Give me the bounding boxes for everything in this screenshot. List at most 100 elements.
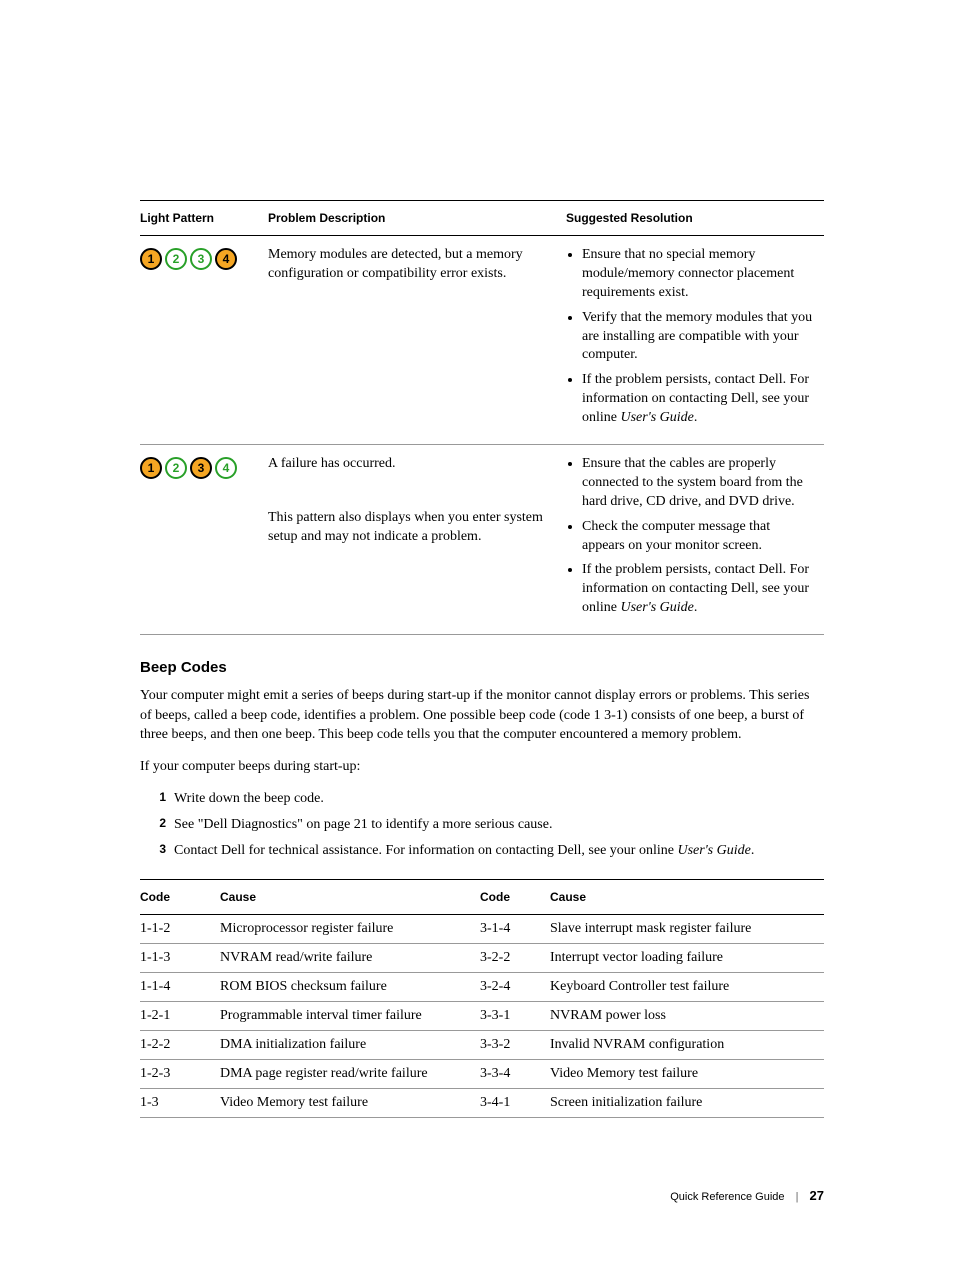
diagnostic-light-icon: 4: [215, 457, 237, 479]
beep-cause-right: Video Memory test failure: [550, 1060, 824, 1089]
step-number: 3: [140, 841, 174, 861]
resolution-text: Verify that the memory modules that you …: [582, 310, 812, 363]
beep-cause-right: Interrupt vector loading failure: [550, 944, 824, 973]
diagnostic-light-icon: 2: [165, 248, 187, 270]
beep-lead-in: If your computer beeps during start-up:: [140, 757, 824, 777]
col-header-resolution: Suggested Resolution: [566, 201, 824, 236]
beep-code-left: 1-3: [140, 1089, 220, 1118]
step-1: 1 Write down the beep code.: [140, 789, 824, 809]
beep-table-header-row: Code Cause Code Cause: [140, 880, 824, 915]
step-3-tail: .: [751, 843, 755, 858]
users-guide-italic: User's Guide: [621, 410, 694, 425]
resolution-item: Check the computer message that appears …: [582, 518, 816, 556]
resolution-cell: Ensure that no special memory module/mem…: [566, 236, 824, 445]
beep-row: 1-1-4ROM BIOS checksum failure3-2-4Keybo…: [140, 973, 824, 1002]
beep-cause-left: Programmable interval timer failure: [220, 1002, 480, 1031]
diagnostic-light-icon: 1: [140, 457, 162, 479]
beep-code-right: 3-2-4: [480, 973, 550, 1002]
diag-row: 1234 A failure has occurred. This pattern…: [140, 445, 824, 635]
beep-code-right: 3-2-2: [480, 944, 550, 973]
resolution-tail: .: [694, 410, 698, 425]
beep-row: 1-3Video Memory test failure3-4-1Screen …: [140, 1089, 824, 1118]
step-3: 3 Contact Dell for technical assistance.…: [140, 841, 824, 861]
resolution-text: Ensure that no special memory module/mem…: [582, 247, 794, 300]
beep-cause-left: Video Memory test failure: [220, 1089, 480, 1118]
col-header-pattern: Light Pattern: [140, 201, 268, 236]
beep-code-right: 3-3-1: [480, 1002, 550, 1031]
beep-cause-right: NVRAM power loss: [550, 1002, 824, 1031]
beep-code-left: 1-2-3: [140, 1060, 220, 1089]
beep-th-cause-left: Cause: [220, 880, 480, 915]
problem-text: Memory modules are detected, but a memor…: [268, 246, 558, 284]
step-text: See "Dell Diagnostics" on page 21 to ide…: [174, 815, 824, 835]
resolution-item: Ensure that no special memory module/mem…: [582, 246, 816, 303]
footer-title: Quick Reference Guide: [670, 1191, 784, 1203]
beep-code-right: 3-4-1: [480, 1089, 550, 1118]
resolution-text: Check the computer message that appears …: [582, 519, 770, 553]
step-2: 2 See "Dell Diagnostics" on page 21 to i…: [140, 815, 824, 835]
light-pattern-cell: 1234: [140, 236, 268, 445]
beep-cause-right: Screen initialization failure: [550, 1089, 824, 1118]
beep-code-left: 1-2-2: [140, 1031, 220, 1060]
beep-row: 1-2-1Programmable interval timer failure…: [140, 1002, 824, 1031]
resolution-tail: .: [694, 600, 698, 615]
beep-code-left: 1-1-3: [140, 944, 220, 973]
step-number: 2: [140, 815, 174, 835]
diagnostic-light-icon: 1: [140, 248, 162, 270]
beep-steps-list: 1 Write down the beep code. 2 See "Dell …: [140, 789, 824, 862]
beep-code-left: 1-2-1: [140, 1002, 220, 1031]
beep-cause-left: ROM BIOS checksum failure: [220, 973, 480, 1002]
beep-code-right: 3-3-4: [480, 1060, 550, 1089]
problem-cell: Memory modules are detected, but a memor…: [268, 236, 566, 445]
step-text: Contact Dell for technical assistance. F…: [174, 841, 824, 861]
page-footer: Quick Reference Guide | 27: [140, 1188, 824, 1203]
resolution-list: Ensure that the cables are properly conn…: [566, 455, 816, 618]
problem-text: [268, 484, 558, 503]
problem-text: A failure has occurred.: [268, 455, 558, 474]
beep-row: 1-1-3NVRAM read/write failure3-2-2Interr…: [140, 944, 824, 973]
resolution-cell: Ensure that the cables are properly conn…: [566, 445, 824, 635]
beep-cause-right: Invalid NVRAM configuration: [550, 1031, 824, 1060]
light-pattern: 1234: [140, 455, 260, 479]
resolution-item: If the problem persists, contact Dell. F…: [582, 561, 816, 618]
diag-row: 1234 Memory modules are detected, but a m…: [140, 236, 824, 445]
users-guide-italic: User's Guide: [677, 843, 750, 858]
footer-separator: |: [796, 1191, 799, 1203]
beep-cause-left: DMA initialization failure: [220, 1031, 480, 1060]
diagnostic-light-icon: 2: [165, 457, 187, 479]
beep-th-cause-right: Cause: [550, 880, 824, 915]
beep-row: 1-2-2DMA initialization failure3-3-2Inva…: [140, 1031, 824, 1060]
beep-intro-paragraph: Your computer might emit a series of bee…: [140, 686, 824, 745]
beep-codes-heading: Beep Codes: [140, 659, 824, 676]
page: Light Pattern Problem Description Sugges…: [0, 0, 954, 1263]
beep-code-left: 1-1-2: [140, 915, 220, 944]
resolution-text: Ensure that the cables are properly conn…: [582, 456, 803, 509]
beep-cause-left: DMA page register read/write failure: [220, 1060, 480, 1089]
users-guide-italic: User's Guide: [621, 600, 694, 615]
beep-cause-left: NVRAM read/write failure: [220, 944, 480, 973]
problem-cell: A failure has occurred. This pattern als…: [268, 445, 566, 635]
beep-code-right: 3-1-4: [480, 915, 550, 944]
resolution-item: Ensure that the cables are properly conn…: [582, 455, 816, 512]
beep-cause-right: Slave interrupt mask register failure: [550, 915, 824, 944]
resolution-list: Ensure that no special memory module/mem…: [566, 246, 816, 428]
footer-page-number: 27: [810, 1188, 824, 1203]
light-pattern-cell: 1234: [140, 445, 268, 635]
beep-th-code-left: Code: [140, 880, 220, 915]
resolution-item: Verify that the memory modules that you …: [582, 309, 816, 366]
beep-row: 1-1-2Microprocessor register failure3-1-…: [140, 915, 824, 944]
beep-cause-left: Microprocessor register failure: [220, 915, 480, 944]
beep-code-right: 3-3-2: [480, 1031, 550, 1060]
beep-code-table: Code Cause Code Cause 1-1-2Microprocesso…: [140, 879, 824, 1118]
diag-header-row: Light Pattern Problem Description Sugges…: [140, 201, 824, 236]
problem-text: This pattern also displays when you ente…: [268, 509, 558, 547]
step-3-lead: Contact Dell for technical assistance. F…: [174, 843, 677, 858]
resolution-item: If the problem persists, contact Dell. F…: [582, 371, 816, 428]
diagnostic-lights-table: Light Pattern Problem Description Sugges…: [140, 200, 824, 635]
light-pattern: 1234: [140, 246, 260, 270]
diagnostic-light-icon: 3: [190, 248, 212, 270]
col-header-problem: Problem Description: [268, 201, 566, 236]
step-text: Write down the beep code.: [174, 789, 824, 809]
beep-th-code-right: Code: [480, 880, 550, 915]
diagnostic-light-icon: 3: [190, 457, 212, 479]
